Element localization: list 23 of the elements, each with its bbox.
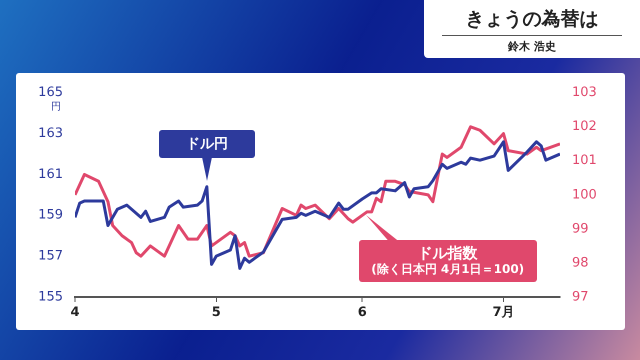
x-tick-label: 4 [70,305,80,320]
callout: ドル円 [158,130,255,181]
y-tick-label: 159 [38,208,63,223]
x-tick-label: 5 [212,305,221,320]
y-tick-label: 165 [38,85,63,100]
chart-title: きょうの為替は [464,7,600,32]
y2-tick-label: 99 [572,221,589,236]
callout: ドル指数 (除く日本円 4月1日＝100) [358,215,537,282]
y2-tick-label: 102 [572,119,597,134]
annotation: (除く日本円 4月1日＝100) [371,262,524,276]
y-tick-label: 163 [38,126,63,142]
y-axis-title: 円 [51,101,61,112]
y2-tick-label: 98 [572,255,589,270]
y2-tick-label: 100 [572,187,597,202]
y2-tick-label: 101 [572,153,597,168]
x-tick-label: 7月 [492,305,515,320]
y-tick-label: 155 [38,289,63,304]
chart-subtitle: 鈴木 浩史 [506,39,557,54]
y2-tick-label: 103 [572,85,597,100]
y-tick-label: 157 [38,248,63,264]
y-tick-label: 161 [38,166,63,182]
x-tick-label: 6 [358,305,367,320]
y2-tick-label: 97 [572,289,589,304]
